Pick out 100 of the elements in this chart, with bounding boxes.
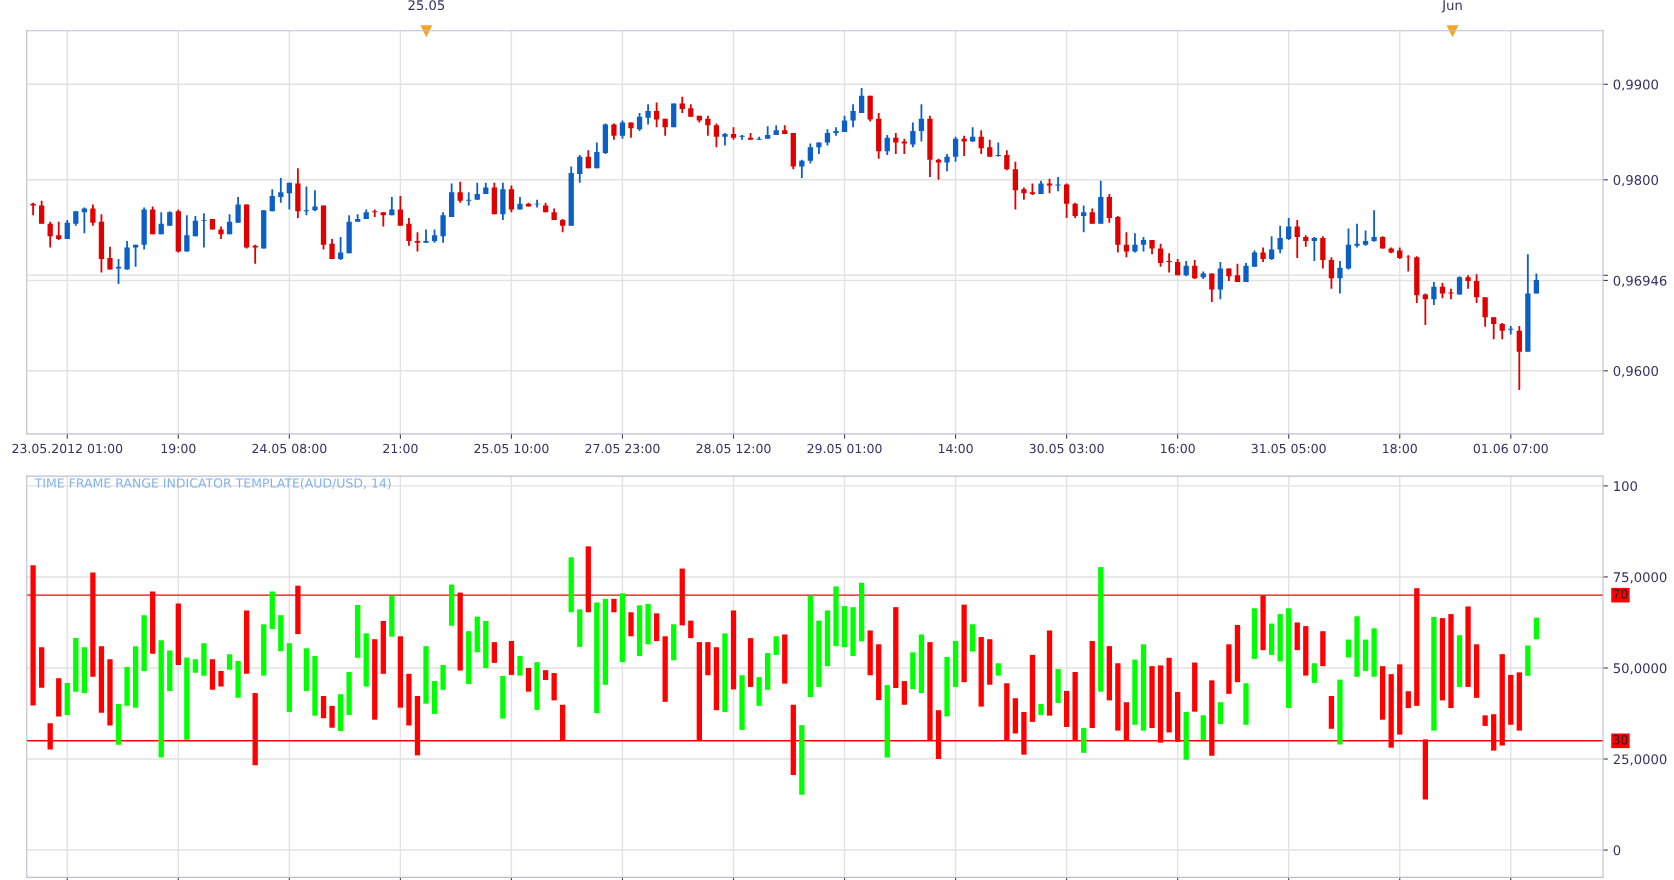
bar: [910, 652, 916, 690]
bar: [269, 591, 275, 630]
bar: [858, 582, 865, 642]
candlestick: [1166, 252, 1172, 274]
candlestick: [1243, 261, 1249, 283]
bar: [329, 705, 335, 728]
bar: [1448, 614, 1454, 709]
candlestick: [1516, 325, 1522, 391]
bar: [577, 609, 583, 647]
bar: [1311, 663, 1317, 683]
candlestick: [577, 154, 583, 184]
bar: [1371, 628, 1377, 677]
candlestick: [1422, 292, 1429, 326]
candlestick: [466, 191, 472, 207]
bar: [833, 586, 839, 647]
bar: [1473, 644, 1480, 698]
candlestick: [867, 94, 873, 123]
y-tick-label: 75,0000: [1613, 572, 1667, 584]
bar: [1431, 617, 1437, 731]
bar: [705, 642, 711, 676]
bar: [1362, 639, 1369, 671]
bar: [662, 636, 668, 702]
y-tick-label: 100: [1614, 481, 1638, 492]
bar: [867, 630, 873, 676]
bar: [961, 604, 967, 683]
bar: [1328, 696, 1335, 729]
candlestick: [619, 119, 626, 140]
bar: [1038, 704, 1044, 715]
bar: [653, 613, 660, 642]
candlestick: [440, 211, 446, 244]
candlestick: [653, 101, 660, 129]
y-tick-label: 0,9800: [1613, 175, 1659, 187]
bar: [918, 634, 925, 694]
bar: [645, 603, 651, 645]
x-tick-label: 30.05 03:00: [1029, 443, 1104, 454]
bar: [542, 670, 549, 680]
candlestick: [406, 217, 412, 247]
bar: [337, 694, 344, 731]
bar: [1294, 622, 1300, 651]
bar: [901, 681, 907, 705]
bar: [1397, 664, 1403, 735]
bar: [423, 646, 429, 704]
y-tick-label: 25,0000: [1613, 754, 1667, 766]
bar: [132, 646, 139, 708]
candlestick: [594, 141, 600, 170]
bar: [713, 647, 720, 711]
candlestick: [935, 157, 942, 181]
bar: [448, 584, 455, 626]
bar: [1132, 659, 1138, 725]
bar: [320, 696, 327, 719]
bar: [278, 615, 284, 652]
candlestick: [380, 211, 386, 228]
candlestick: [1081, 204, 1087, 234]
bar: [1192, 662, 1198, 712]
candlestick: [1337, 260, 1343, 295]
x-tick-label: 23.05.2012 01:00: [12, 443, 123, 454]
bar: [636, 605, 643, 656]
bar: [893, 607, 899, 689]
candlestick: [414, 231, 421, 253]
candlestick: [884, 133, 890, 156]
bar: [1217, 702, 1224, 725]
x-tick-label: 18:00: [1383, 443, 1417, 454]
bar: [594, 602, 600, 714]
y-tick-label: 0: [1613, 845, 1621, 856]
bar: [372, 639, 378, 720]
bar: [355, 604, 361, 658]
bar: [799, 725, 805, 795]
bar: [397, 636, 404, 708]
bar: [850, 607, 856, 656]
bar: [551, 673, 557, 701]
bar: [688, 620, 694, 639]
bar: [1456, 635, 1463, 687]
bar: [1354, 616, 1360, 677]
bar: [1345, 639, 1352, 658]
candlestick: [201, 212, 207, 249]
bar: [39, 647, 45, 688]
bar: [534, 662, 540, 710]
candlestick: [978, 129, 984, 155]
candlestick: [636, 112, 643, 132]
bar: [1268, 623, 1275, 655]
bar: [1320, 631, 1326, 667]
bar: [944, 657, 950, 717]
text: Jun: [1441, 0, 1462, 13]
candlestick: [1106, 193, 1112, 224]
bar: [1098, 567, 1104, 692]
x-tick-label: 29.05 01:00: [807, 443, 882, 454]
candlestick: [995, 141, 1001, 158]
bar: [807, 595, 814, 698]
candlestick: [910, 121, 916, 149]
bar: [440, 665, 446, 690]
y-tick-label: 0,9900: [1613, 79, 1659, 91]
bar: [782, 634, 788, 684]
bar: [201, 643, 207, 676]
bar: [286, 643, 292, 713]
candlestick: [423, 228, 429, 244]
candlestick: [807, 142, 814, 165]
bar: [73, 638, 79, 692]
bar: [175, 603, 181, 666]
candlestick: [1491, 316, 1497, 341]
bar: [380, 621, 386, 674]
